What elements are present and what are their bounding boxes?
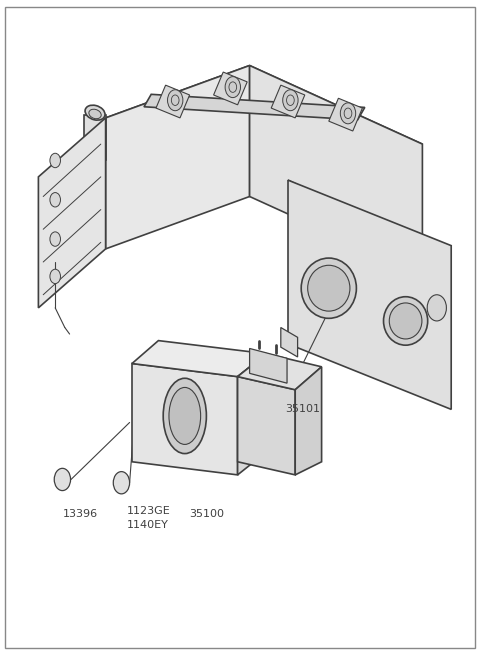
Circle shape [54,468,71,491]
Ellipse shape [301,258,356,318]
Circle shape [50,193,60,207]
Circle shape [283,90,298,111]
Text: 1140EY: 1140EY [127,520,169,531]
Polygon shape [329,98,362,131]
Text: 13396: 13396 [62,509,97,519]
Polygon shape [288,180,451,409]
Polygon shape [84,115,106,160]
Polygon shape [214,72,247,105]
Polygon shape [238,354,266,475]
Ellipse shape [169,388,201,445]
Polygon shape [288,180,451,270]
Circle shape [50,269,60,284]
Ellipse shape [163,379,206,453]
Polygon shape [132,364,238,475]
Circle shape [225,77,240,98]
Circle shape [340,103,356,124]
Text: 35100: 35100 [190,509,225,519]
Polygon shape [106,66,422,196]
Polygon shape [250,66,422,275]
Ellipse shape [384,297,428,345]
Polygon shape [106,66,250,249]
Ellipse shape [85,105,105,120]
Polygon shape [156,85,190,118]
Circle shape [427,295,446,321]
Polygon shape [38,118,106,308]
Text: 35101: 35101 [286,404,321,415]
Circle shape [168,90,183,111]
Text: 1123GE: 1123GE [127,506,171,516]
Ellipse shape [308,265,350,311]
Polygon shape [250,348,287,383]
Polygon shape [238,354,322,390]
Circle shape [50,232,60,246]
Polygon shape [132,341,266,377]
Polygon shape [144,94,365,120]
Polygon shape [238,377,295,475]
Ellipse shape [389,303,422,339]
Polygon shape [281,328,298,357]
Circle shape [50,153,60,168]
Polygon shape [271,85,305,118]
Circle shape [113,472,130,494]
Ellipse shape [89,109,101,119]
Polygon shape [295,367,322,475]
